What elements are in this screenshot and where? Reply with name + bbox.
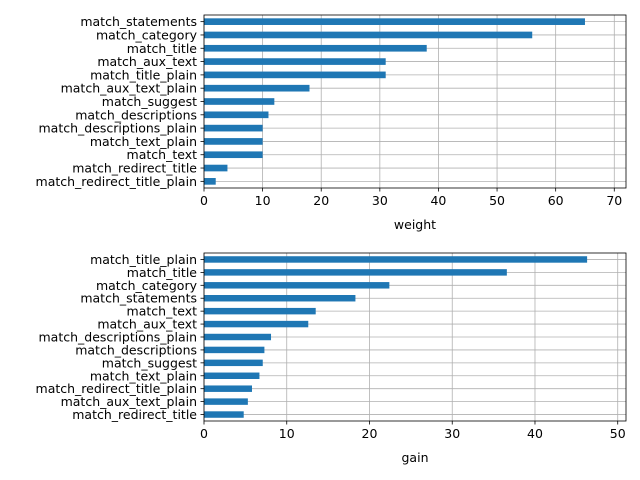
y-tick-label: match_text	[127, 304, 198, 319]
bar-match_text_plain	[204, 138, 263, 145]
y-tick-label: match_redirect_title_plain	[36, 381, 197, 396]
y-tick-label: match_text_plain	[90, 134, 197, 149]
y-tick-label: match_aux_text_plain	[61, 81, 197, 96]
bar-match_title_plain	[204, 71, 386, 79]
x-axis-label: weight	[394, 217, 436, 232]
y-tick-label: match_suggest	[102, 94, 197, 109]
y-tick-label: match_title	[127, 265, 198, 280]
bar-match_descriptions	[204, 111, 269, 119]
y-tick-label: match_descriptions_plain	[38, 121, 197, 136]
bar-match_aux_text	[204, 320, 309, 328]
bar-match_aux_text_plain	[204, 84, 310, 92]
y-tick-label: match_suggest	[102, 355, 197, 370]
y-tick-label: match_aux_text_plain	[61, 394, 197, 409]
bar-match_descriptions_plain	[204, 333, 272, 341]
y-tick-label: match_title_plain	[90, 252, 197, 267]
x-tick-label: 40	[527, 426, 543, 441]
y-tick-label: match_statements	[80, 14, 197, 29]
bar-match_title_plain	[204, 256, 588, 263]
y-tick-label: match_category	[96, 278, 198, 293]
bar-match_statements	[204, 295, 356, 302]
y-tick-label: match_title_plain	[90, 67, 197, 82]
bar-match_suggest	[204, 359, 263, 367]
x-axis-label: gain	[402, 450, 429, 465]
bar-match_aux_text	[204, 58, 386, 65]
bar-match_title	[204, 269, 507, 276]
chart-panel-2: 0 10 20 30 40 50match_redirect_titlematch_aux…	[36, 252, 627, 465]
bar-match_redirect_title_plain	[204, 178, 216, 185]
x-tick-label: 70	[606, 193, 622, 208]
y-tick-label: match_statements	[80, 291, 197, 306]
x-tick-label: 20	[362, 426, 378, 441]
y-tick-label: match_text_plain	[90, 368, 197, 383]
bar-match_statements	[204, 18, 585, 25]
x-tick-label: 10	[279, 426, 295, 441]
y-tick-label: match_redirect_title	[72, 161, 197, 176]
y-tick-label: match_title	[127, 41, 198, 56]
y-tick-label: match_aux_text	[97, 317, 197, 332]
bar-match_suggest	[204, 98, 275, 105]
y-tick-label: match_redirect_title_plain	[36, 174, 197, 189]
bar-match_category	[204, 31, 533, 39]
bar-match_descriptions	[204, 346, 265, 354]
x-tick-label: 30	[444, 426, 460, 441]
y-tick-label: match_descriptions	[75, 342, 197, 357]
x-tick-label: 0	[200, 193, 208, 208]
bar-match_aux_text_plain	[204, 398, 248, 405]
x-tick-label: 0	[200, 426, 208, 441]
y-tick-label: match_descriptions	[75, 107, 197, 122]
bar-match_redirect_title_plain	[204, 385, 252, 392]
x-tick-label: 30	[372, 193, 388, 208]
bar-match_descriptions_plain	[204, 124, 263, 132]
bar-match_text	[204, 151, 263, 159]
y-tick-label: match_text	[127, 147, 198, 162]
y-tick-label: match_category	[96, 27, 198, 42]
x-tick-label: 40	[430, 193, 446, 208]
bar-match_category	[204, 282, 390, 289]
x-tick-label: 50	[610, 426, 626, 441]
bar-match_title	[204, 44, 427, 52]
bar-match_redirect_title	[204, 164, 228, 172]
bar-match_redirect_title	[204, 411, 244, 418]
y-tick-label: match_aux_text	[97, 54, 197, 69]
y-tick-label: match_descriptions_plain	[38, 330, 197, 345]
bar-match_text	[204, 307, 316, 315]
y-tick-label: match_redirect_title	[72, 407, 197, 422]
chart-panel-1: 0 10 20 30 40 50 60 70 match_redirect_title_plai…	[36, 14, 627, 232]
bar-match_text_plain	[204, 372, 260, 379]
x-tick-label: 60	[548, 193, 564, 208]
x-tick-label: 10	[255, 193, 271, 208]
x-tick-label: 20	[313, 193, 329, 208]
x-tick-label: 50	[489, 193, 505, 208]
